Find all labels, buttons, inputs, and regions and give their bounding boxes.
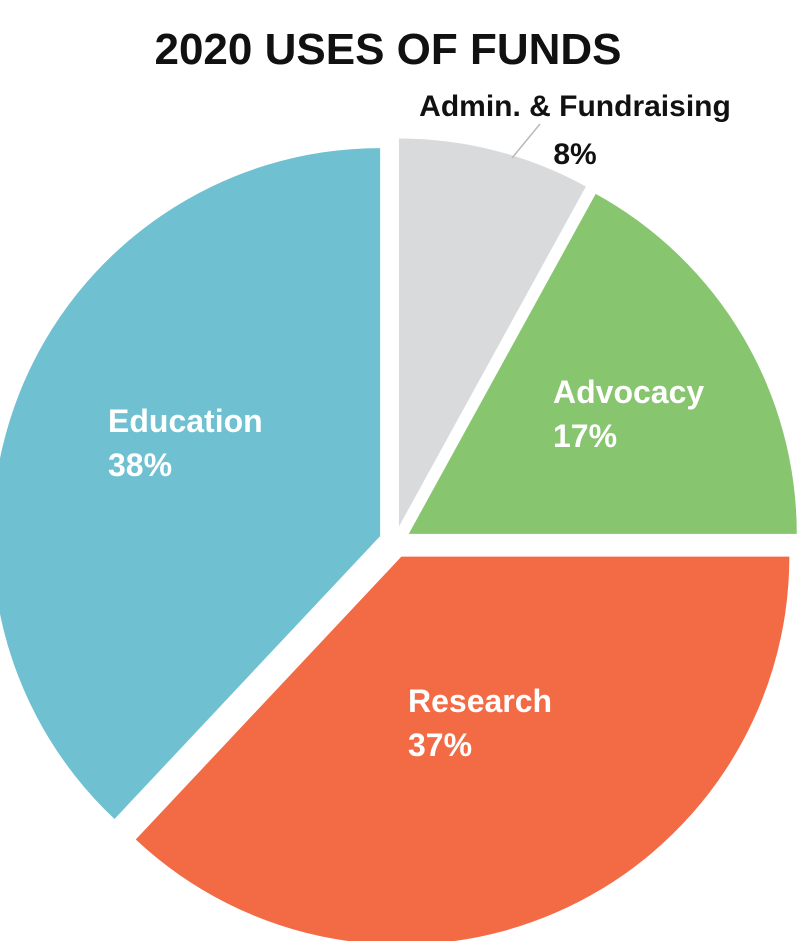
- pie-slices: [0, 138, 797, 941]
- slice-education: [0, 148, 381, 819]
- leader-line-admin-fundraising: [511, 123, 541, 159]
- slice-label-advocacy: Advocacy: [553, 374, 704, 410]
- slice-value-advocacy: 17%: [553, 418, 617, 454]
- pie-labels: Admin. & Fundraising 8% Advocacy 17% Researc…: [108, 90, 731, 763]
- slice-advocacy: [408, 193, 797, 534]
- slice-label-research: Research: [408, 683, 552, 719]
- slice-value-research: 37%: [408, 727, 472, 763]
- slice-research: [135, 556, 790, 941]
- slice-value-admin-fundraising: 8%: [553, 138, 596, 171]
- slice-admin-fundraising: [398, 138, 586, 527]
- slice-value-education: 38%: [108, 447, 172, 483]
- slice-label-education: Education: [108, 403, 263, 439]
- chart-title: 2020 USES OF FUNDS: [154, 25, 621, 74]
- slice-label-admin-fundraising: Admin. & Fundraising: [419, 90, 731, 123]
